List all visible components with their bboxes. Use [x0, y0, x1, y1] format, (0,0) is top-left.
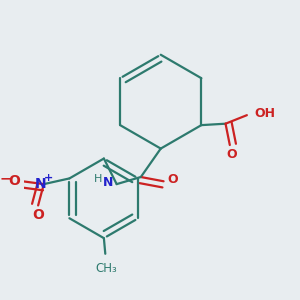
Text: H: H [94, 174, 102, 184]
Text: N: N [103, 176, 113, 189]
Text: O: O [32, 208, 44, 222]
Text: O: O [226, 148, 236, 161]
Text: OH: OH [254, 107, 275, 120]
Text: −: − [0, 171, 11, 185]
Text: N: N [34, 177, 46, 191]
Text: CH₃: CH₃ [96, 262, 117, 275]
Text: +: + [44, 173, 54, 183]
Text: O: O [8, 174, 20, 188]
Text: O: O [167, 173, 178, 186]
